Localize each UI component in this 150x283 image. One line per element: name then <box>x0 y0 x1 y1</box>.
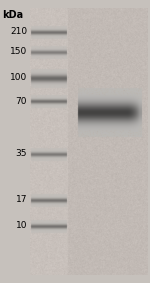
Text: 10: 10 <box>15 222 27 230</box>
Text: 17: 17 <box>15 196 27 205</box>
Text: kDa: kDa <box>2 10 23 20</box>
Text: 150: 150 <box>10 48 27 57</box>
Text: 35: 35 <box>15 149 27 158</box>
Text: 70: 70 <box>15 97 27 106</box>
Text: 100: 100 <box>10 74 27 83</box>
Text: 210: 210 <box>10 27 27 37</box>
